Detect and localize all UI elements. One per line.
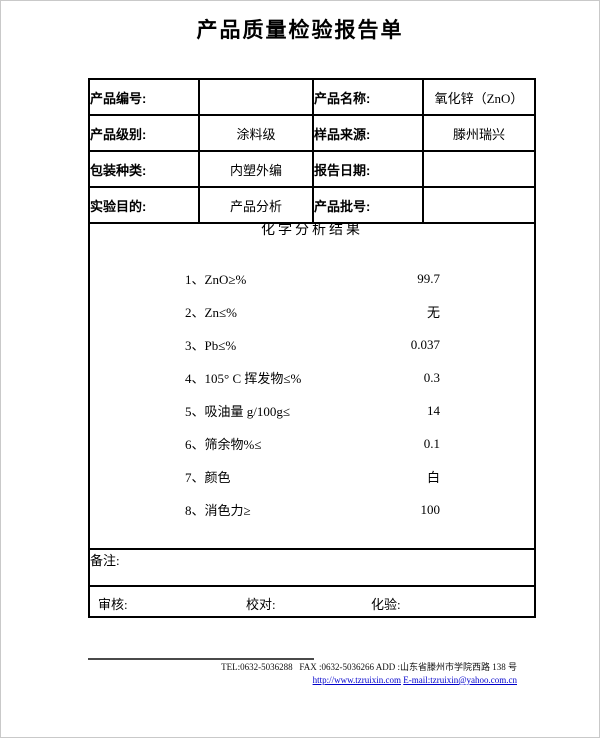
- table-row: 产品编号: 产品名称: 氧化锌（ZnO）: [88, 78, 536, 116]
- analysis-item-label: 8、消色力≥: [185, 503, 251, 518]
- footer-links-line: http://www.tzruixin.com E-mail:tzruixin@…: [77, 674, 517, 687]
- table-row: 产品级别: 涂料级 样品来源: 滕州瑞兴: [88, 114, 536, 152]
- analysis-items: 1、ZnO≥% 99.7 2、Zn≤% 无 3、Pb≤% 0.037 4、105…: [91, 262, 533, 526]
- signoff-test-label: 化验:: [371, 597, 401, 612]
- table-row: 备注:: [88, 548, 536, 587]
- field-value-report-date: [422, 150, 536, 188]
- analysis-item-zno: 1、ZnO≥% 99.7: [91, 262, 533, 295]
- analysis-item-volatiles: 4、105° C 挥发物≤% 0.3: [91, 361, 533, 394]
- analysis-item-label: 3、Pb≤%: [185, 338, 237, 353]
- field-label-test-purpose: 实验目的:: [88, 186, 200, 224]
- field-label-product-no: 产品编号:: [88, 78, 200, 116]
- signoff-review-label: 审核:: [98, 597, 128, 612]
- field-value-test-purpose: 产品分析: [198, 186, 314, 224]
- analysis-item-label: 5、吸油量 g/100g≤: [185, 404, 290, 419]
- field-value-sample-source: 滕州瑞兴: [422, 114, 536, 152]
- analysis-item-label: 2、Zn≤%: [185, 305, 237, 320]
- analysis-heading: 化学分析结果: [261, 223, 363, 238]
- footer-divider: [88, 658, 314, 660]
- remarks-label: 备注:: [90, 553, 120, 568]
- footer-contact-line: TEL:0632-5036288 FAX :0632-5036266 ADD :…: [221, 662, 517, 672]
- signoff-proofread-label: 校对:: [246, 597, 276, 612]
- field-label-product-grade: 产品级别:: [88, 114, 200, 152]
- analysis-section: 化学分析结果 1、ZnO≥% 99.7 2、Zn≤% 无 3、Pb≤% 0.03…: [88, 222, 536, 550]
- analysis-item-value: 0.1: [423, 435, 440, 451]
- footer: TEL:0632-5036288 FAX :0632-5036266 ADD :…: [77, 661, 517, 687]
- analysis-item-label: 4、105° C 挥发物≤%: [185, 371, 302, 386]
- analysis-item-value: 白: [426, 470, 440, 485]
- field-value-product-name: 氧化锌（ZnO）: [422, 78, 536, 116]
- analysis-item-pb: 3、Pb≤% 0.037: [91, 328, 533, 361]
- field-label-report-date: 报告日期:: [312, 150, 424, 188]
- analysis-item-zn: 2、Zn≤% 无: [91, 295, 533, 328]
- analysis-item-tinting-strength: 8、消色力≥ 100: [91, 493, 533, 526]
- website-link[interactable]: http://www.tzruixin.com: [312, 675, 401, 685]
- analysis-item-label: 1、ZnO≥%: [185, 272, 247, 287]
- field-value-product-grade: 涂料级: [198, 114, 314, 152]
- analysis-item-color: 7、颜色 白: [91, 460, 533, 493]
- field-label-package-type: 包装种类:: [88, 150, 200, 188]
- analysis-item-value: 14: [427, 402, 440, 418]
- analysis-item-value: 99.7: [417, 270, 440, 286]
- field-label-product-name: 产品名称:: [312, 78, 424, 116]
- field-label-sample-source: 样品来源:: [312, 114, 424, 152]
- analysis-item-label: 6、筛余物%≤: [185, 437, 262, 452]
- analysis-item-value: 0.3: [423, 369, 440, 385]
- analysis-item-value: 无: [426, 305, 440, 320]
- table-row: 包装种类: 内塑外编 报告日期:: [88, 150, 536, 188]
- analysis-item-value: 0.037: [410, 336, 440, 352]
- remarks-cell: 备注:: [88, 548, 536, 587]
- analysis-item-oil-absorption: 5、吸油量 g/100g≤ 14: [91, 394, 533, 427]
- field-label-batch-no: 产品批号:: [312, 186, 424, 224]
- page-title: 产品质量检验报告单: [196, 19, 404, 42]
- signoff-cell: 审核: 校对: 化验:: [88, 585, 536, 618]
- table-row: 审核: 校对: 化验:: [88, 585, 536, 618]
- analysis-item-sieve-residue: 6、筛余物%≤ 0.1: [91, 427, 533, 460]
- field-value-product-no: [198, 78, 314, 116]
- report-table: 产品编号: 产品名称: 氧化锌（ZnO） 产品级别: 涂料级 样品来源: 滕州瑞…: [88, 78, 536, 618]
- email-link[interactable]: E-mail:tzruixin@yahoo.com.cn: [403, 675, 517, 685]
- analysis-item-value: 100: [420, 501, 441, 517]
- table-row: 化学分析结果 1、ZnO≥% 99.7 2、Zn≤% 无 3、Pb≤% 0.03…: [88, 222, 536, 550]
- analysis-item-label: 7、颜色: [185, 470, 231, 485]
- field-value-package-type: 内塑外编: [198, 150, 314, 188]
- table-row: 实验目的: 产品分析 产品批号:: [88, 186, 536, 224]
- field-value-batch-no: [422, 186, 536, 224]
